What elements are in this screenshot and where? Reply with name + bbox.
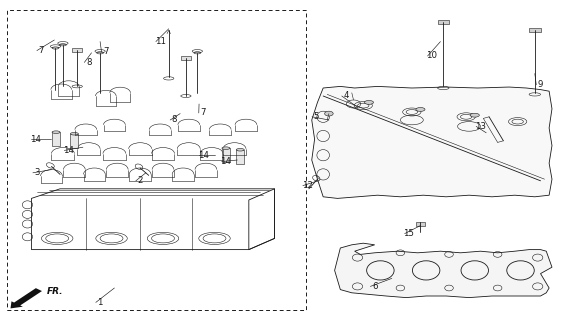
Text: 4: 4 (343, 92, 349, 100)
Text: 13: 13 (475, 122, 486, 131)
Bar (70, 134, 78, 148)
Ellipse shape (324, 111, 333, 116)
Ellipse shape (236, 148, 244, 151)
Text: 7: 7 (38, 46, 44, 55)
Text: 14: 14 (197, 151, 209, 160)
Text: 12: 12 (301, 181, 313, 190)
Ellipse shape (364, 100, 374, 104)
Bar (236, 150, 244, 164)
Bar (7, 10, 306, 310)
Text: 5: 5 (313, 112, 319, 121)
Text: 7: 7 (200, 108, 206, 117)
Polygon shape (335, 243, 552, 298)
Bar (52, 132, 60, 146)
Text: 6: 6 (372, 282, 378, 291)
Text: 2: 2 (137, 176, 143, 185)
Bar (416, 222, 425, 226)
Text: 8: 8 (86, 58, 92, 67)
Text: 3: 3 (34, 168, 40, 177)
Text: 14: 14 (63, 146, 74, 155)
Text: 14: 14 (30, 135, 41, 144)
Bar (222, 148, 230, 162)
Ellipse shape (470, 113, 479, 117)
Text: 7: 7 (103, 47, 109, 56)
Ellipse shape (52, 131, 60, 133)
Text: 11: 11 (154, 37, 166, 46)
Text: 8: 8 (172, 116, 177, 124)
Bar (529, 28, 541, 32)
Bar (72, 48, 82, 52)
Text: 14: 14 (220, 157, 232, 166)
Text: 1: 1 (97, 298, 103, 307)
Ellipse shape (222, 147, 230, 149)
Text: FR.: FR. (47, 287, 63, 296)
Polygon shape (312, 86, 552, 198)
Text: 10: 10 (426, 52, 438, 60)
Bar (181, 56, 191, 60)
Text: 15: 15 (403, 229, 415, 238)
Ellipse shape (70, 132, 78, 135)
FancyArrow shape (10, 288, 42, 308)
Ellipse shape (416, 108, 425, 111)
Text: 9: 9 (538, 80, 543, 89)
Bar (438, 20, 449, 24)
